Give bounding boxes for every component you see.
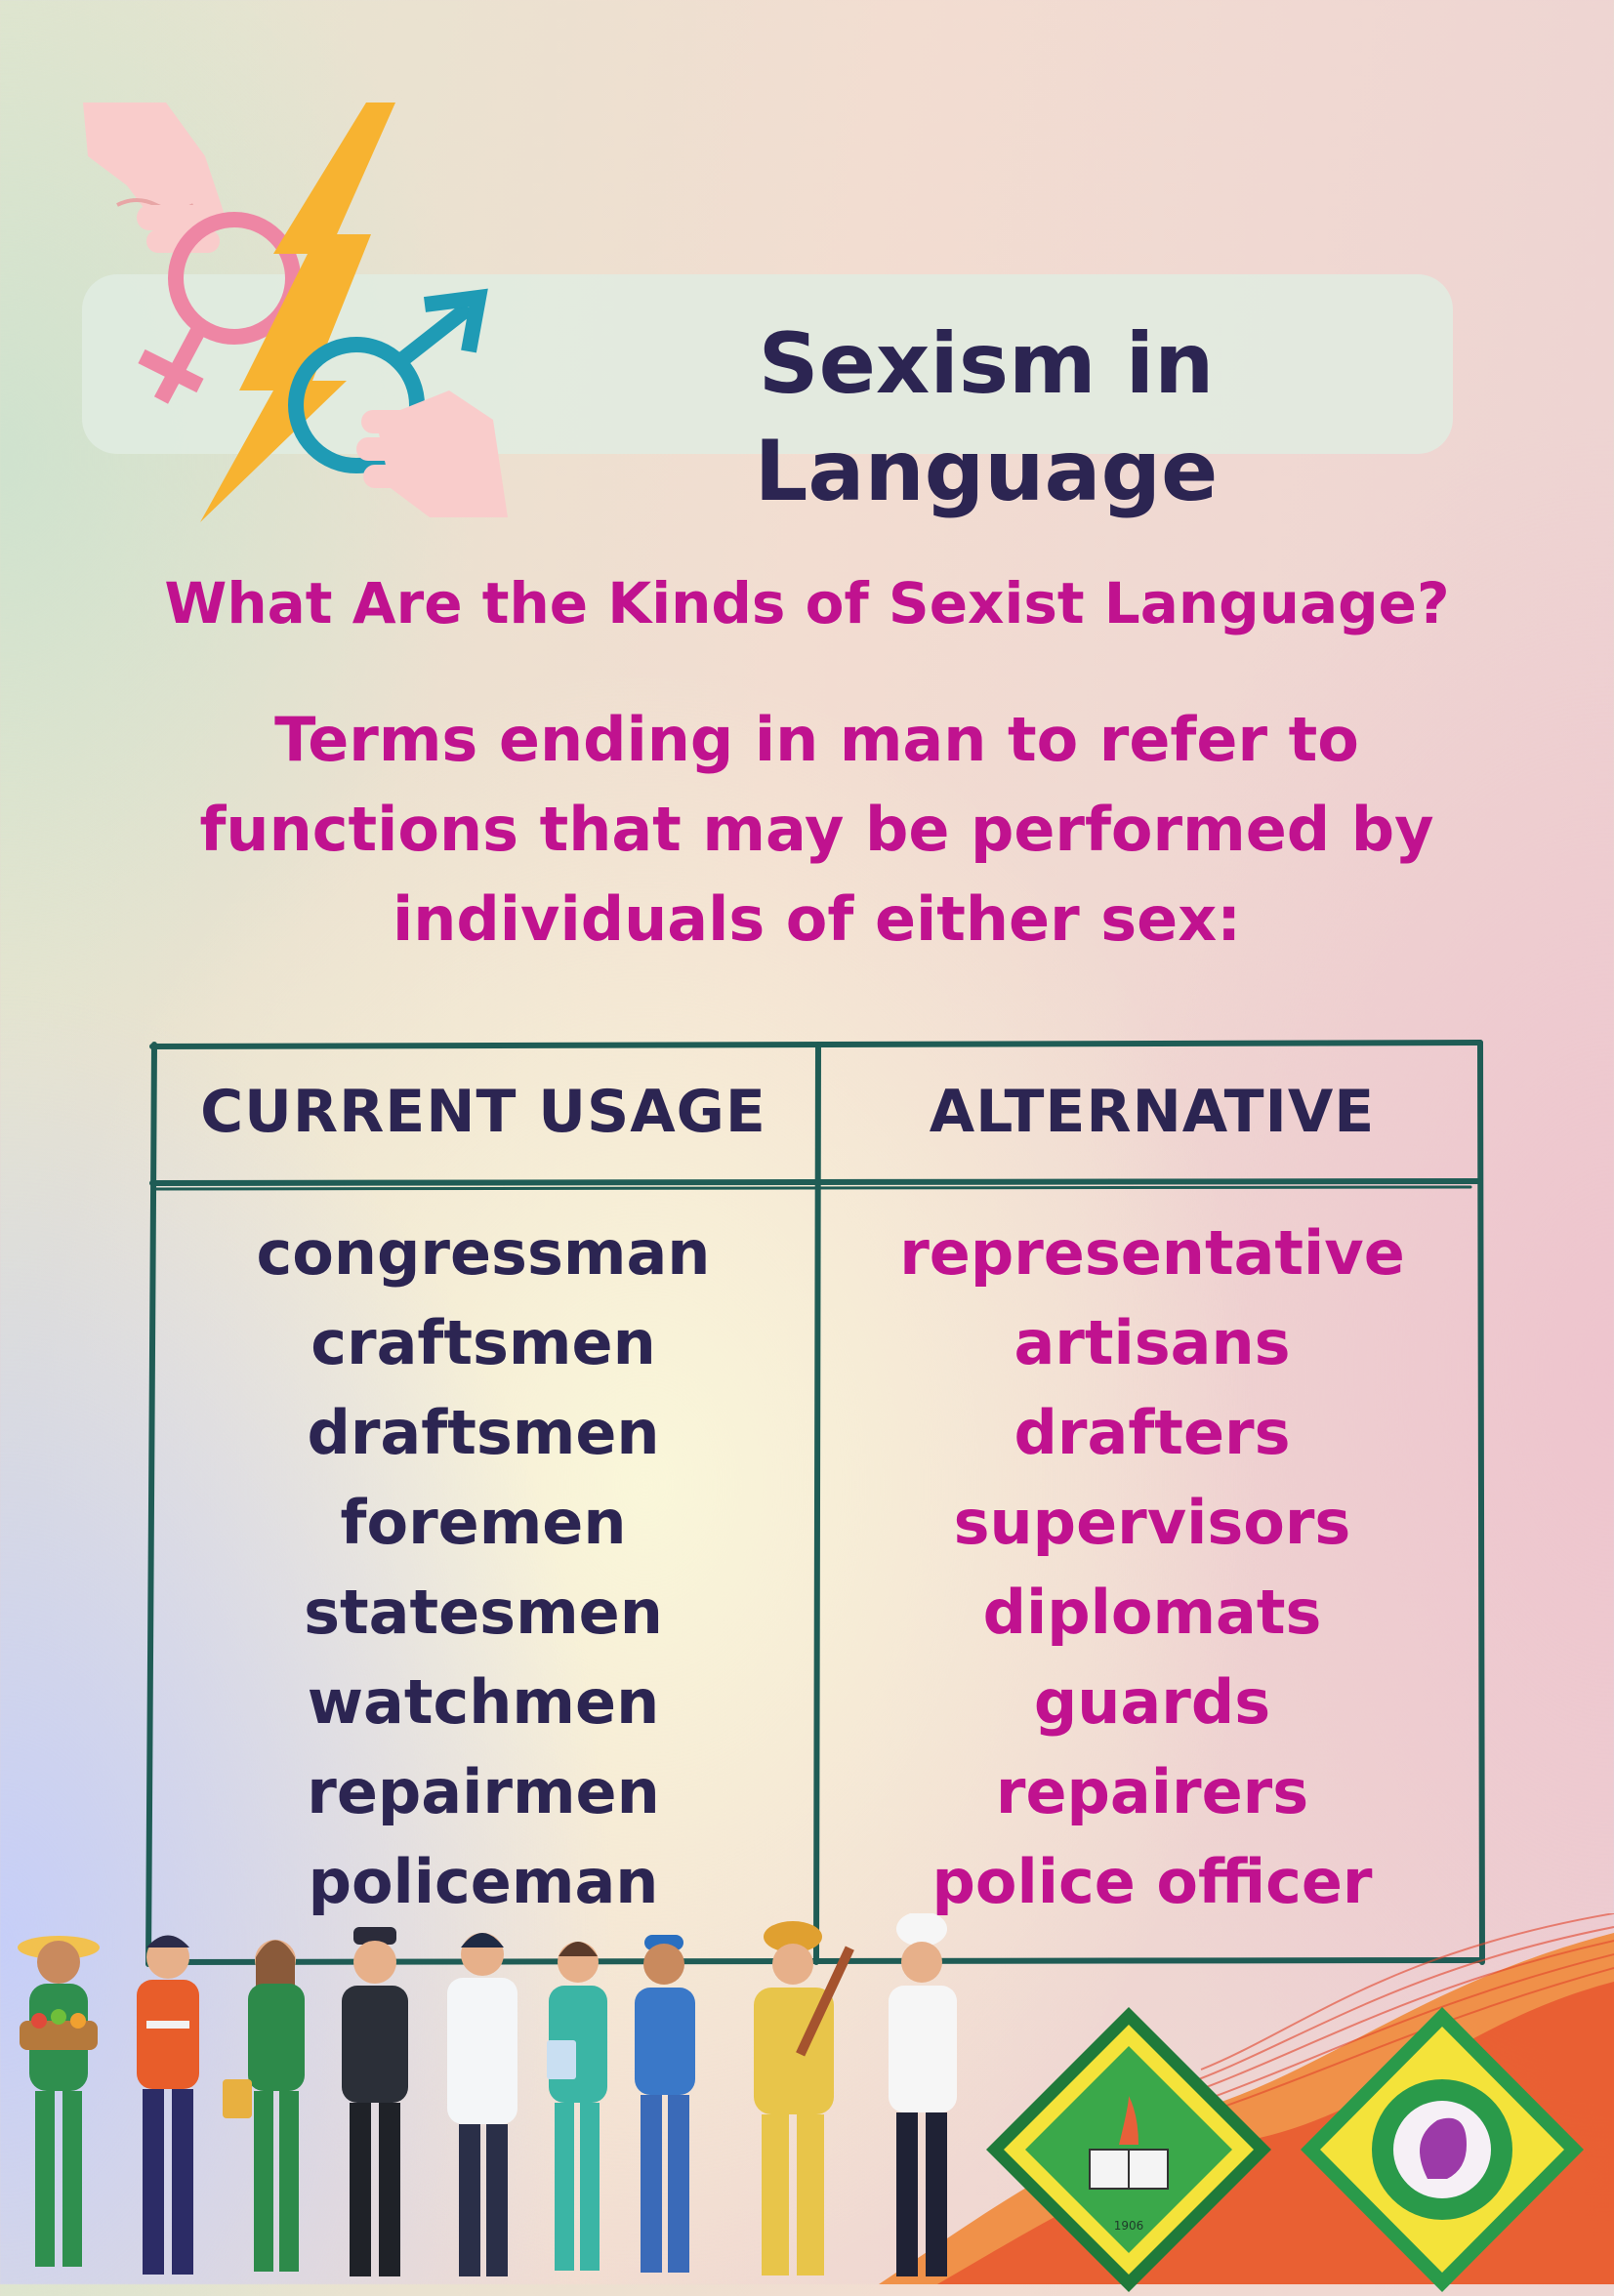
construction-worker-figure (137, 1935, 199, 2275)
hand-icon (83, 102, 225, 253)
doctor-figure (447, 1933, 517, 2276)
column-header-current-usage: CURRENT USAGE (200, 1078, 766, 1146)
mechanic-figure (635, 1935, 695, 2273)
table-cell-current: statesmen (304, 1577, 663, 1648)
table-cell-alternative: diplomats (982, 1577, 1322, 1648)
hand-icon (356, 390, 508, 517)
table-cell-alternative: guards (1033, 1666, 1271, 1738)
workers-illustration (18, 1913, 957, 2276)
intro-text: Terms ending in man to refer to function… (156, 695, 1477, 964)
table-cell-current: watchmen (307, 1666, 660, 1738)
gender-and-development-logo (1301, 2007, 1584, 2292)
firefighter-figure (754, 1921, 854, 2276)
farmer-figure (18, 1936, 100, 2267)
table-cell-alternative: repairers (995, 1756, 1309, 1827)
chef-figure (889, 1913, 957, 2276)
logo-year: 1906 (1114, 2219, 1144, 2233)
table-cell-alternative: representative (899, 1217, 1405, 1289)
comparison-table-frame (145, 1040, 1485, 1967)
table-cell-current: draftsmen (307, 1397, 660, 1468)
police-officer-figure (342, 1927, 408, 2276)
intro-line: individuals of either sex: (393, 883, 1241, 955)
table-cell-alternative: supervisors (953, 1487, 1351, 1558)
table-cell-current: policeman (308, 1846, 659, 1917)
nurse-figure (547, 1942, 607, 2271)
table-cell-current: craftsmen (310, 1307, 656, 1378)
table-cell-current: foremen (340, 1487, 627, 1558)
alternative-list: representative artisans drafters supervi… (820, 1209, 1484, 1927)
table-cell-current: congressman (256, 1217, 711, 1289)
column-header-alternative: ALTERNATIVE (929, 1078, 1376, 1146)
table-cell-current: repairmen (307, 1756, 660, 1827)
intro-line: Terms ending in man to refer to (274, 704, 1359, 775)
table-cell-alternative: police officer (931, 1846, 1373, 1917)
cavite-state-university-logo: 1906 (986, 2007, 1271, 2292)
current-usage-list: congressman craftsmen draftsmen foremen … (156, 1209, 810, 1927)
page-title: Sexism in Language (754, 315, 1219, 520)
table-cell-alternative: artisans (1014, 1307, 1291, 1378)
section-heading: What Are the Kinds of Sexist Language? (164, 570, 1450, 636)
gender-symbols-icon (83, 102, 508, 522)
table-cell-alternative: drafters (1014, 1397, 1291, 1468)
medical-worker-figure (223, 1940, 305, 2272)
intro-line: functions that may be performed by (199, 794, 1434, 865)
lightning-bolt-icon (200, 102, 395, 522)
